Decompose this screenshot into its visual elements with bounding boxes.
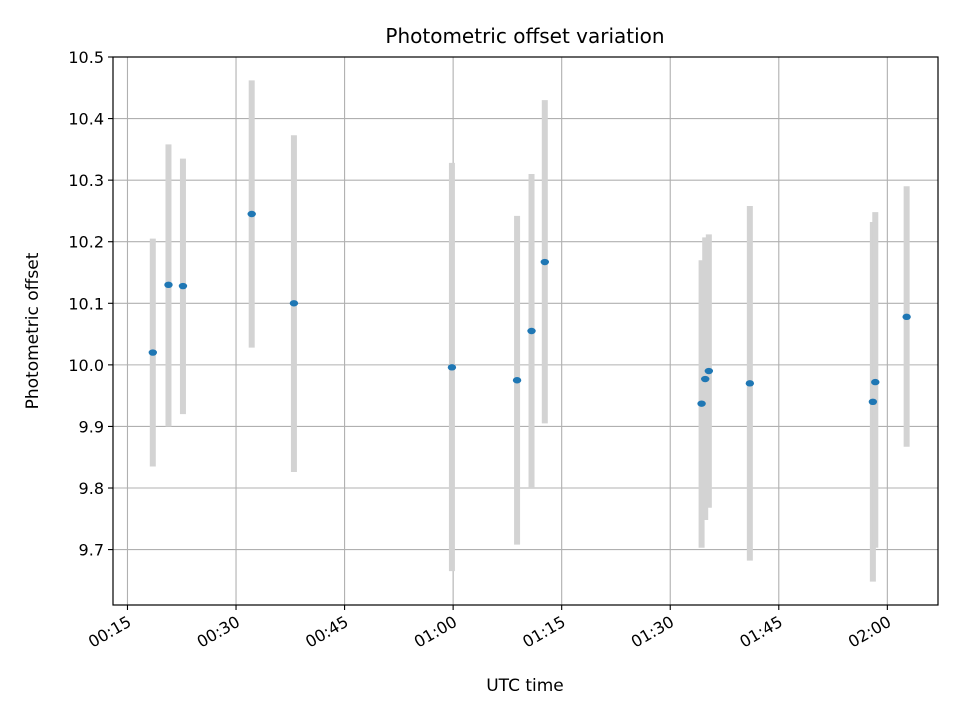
data-point <box>540 258 549 266</box>
y-tick-label: 10.5 <box>68 48 104 67</box>
data-point <box>527 327 536 335</box>
chart-title: Photometric offset variation <box>385 24 664 48</box>
y-tick-label: 9.8 <box>79 479 104 498</box>
y-tick-label: 10.3 <box>68 171 104 190</box>
y-axis-label: Photometric offset <box>23 252 43 409</box>
y-axis-ticks: 9.7 9.8 9.9 10.0 10.1 10.2 10.3 10.4 10.5 <box>68 48 113 560</box>
axes-frame <box>112 56 939 606</box>
y-tick-label: 10.1 <box>68 294 104 313</box>
y-tick-label: 10.2 <box>68 233 104 252</box>
y-tick-label: 9.7 <box>79 541 104 560</box>
data-point <box>164 281 173 289</box>
data-point <box>289 300 299 307</box>
data-point <box>178 282 188 290</box>
data-point <box>902 313 911 321</box>
y-tick-label: 10.4 <box>68 110 104 129</box>
data-point <box>868 398 878 406</box>
data-point <box>247 210 256 218</box>
data-point <box>148 349 158 356</box>
data-point <box>512 377 522 384</box>
data-point <box>871 378 880 386</box>
data-point <box>704 367 714 375</box>
y-tick-label: 10.0 <box>68 356 104 375</box>
x-axis-label: UTC time <box>486 676 564 696</box>
y-tick-label: 9.9 <box>79 417 104 436</box>
data-point <box>697 400 706 407</box>
data-points <box>148 210 911 407</box>
data-point <box>701 375 710 383</box>
data-point <box>745 380 755 387</box>
data-point <box>447 364 457 371</box>
